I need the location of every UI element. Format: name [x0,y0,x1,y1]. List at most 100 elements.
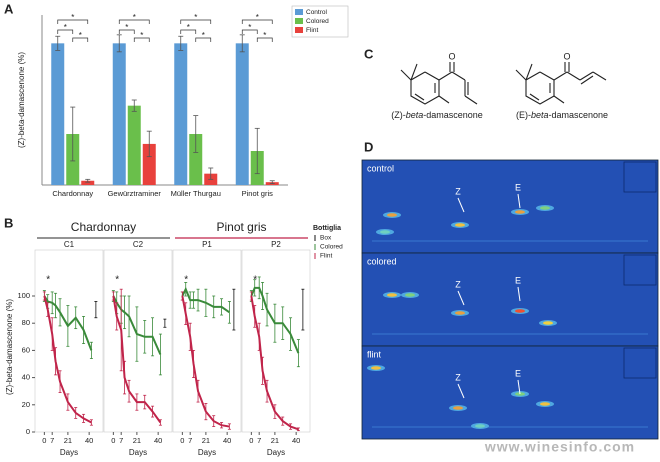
x-tick-label: 7 [188,436,192,445]
legend-title: Bottiglia [313,225,341,232]
chromatogram [361,252,659,347]
spot [455,223,465,227]
significance-bracket [241,29,258,34]
significance-star: * [263,31,266,40]
x-tick-label: Müller Thurgau [171,189,221,198]
panel-label: B [4,215,13,230]
peak-label: Z [455,279,461,289]
spot [515,210,525,214]
series-line [181,286,230,314]
legend-label: Box [320,235,332,242]
peak-label: Z [455,372,461,382]
significance-bracket [118,19,150,24]
x-tick-label: 21 [271,436,279,445]
y-tick-label: 60 [22,345,30,354]
legend-label: Flint [306,27,318,34]
atom-label: O [563,51,570,61]
bar [235,43,249,186]
spot [371,366,381,370]
y-axis-label: (Z)-beta-damascenone (%) [17,52,26,148]
subplot-title: C2 [133,240,144,249]
significance-star: * [115,274,119,285]
inset [623,161,657,193]
peak-arrow [457,197,465,213]
x-axis-label: Days [198,448,216,457]
significance-bracket [195,37,212,42]
series-line [112,295,162,424]
x-tick-label: 0 [111,436,115,445]
peak-label: E [515,368,521,378]
chromatogram-label: flint [367,349,382,359]
x-tick-label: 0 [180,436,184,445]
significance-star: * [256,13,259,22]
significance-bracket [133,37,150,42]
series-line [112,295,162,355]
name-part: beta [406,110,424,120]
panel-label: D [364,139,373,154]
x-axis-label: Days [129,448,147,457]
peak-label: Z [455,186,461,196]
series-line [250,295,299,431]
legend-label: Flint [320,253,332,260]
significance-star: * [71,13,74,22]
x-tick-label: 21 [202,436,210,445]
significance-bracket [118,29,135,34]
y-tick-label: 40 [22,373,30,382]
x-tick-label: 40 [292,436,300,445]
x-tick-label: 21 [133,436,141,445]
x-tick-label: Pinot gris [242,189,274,198]
peak-arrow [517,193,521,209]
y-tick-label: 80 [22,318,30,327]
spot [387,213,397,217]
significance-star: * [46,274,50,285]
significance-bracket [57,19,89,24]
x-tick-label: Chardonnay [52,189,93,198]
spot [543,321,553,325]
significance-bracket [241,19,273,24]
chromatogram-label: control [367,163,394,173]
series-line [181,295,230,428]
group-title: Chardonnay [71,220,136,234]
x-tick-label: 7 [50,436,54,445]
group-title: Pinot gris [216,220,266,234]
spot [455,311,465,315]
panel-label: C [364,46,374,61]
significance-star: * [133,13,136,22]
significance-star: * [140,31,143,40]
legend-swatch [295,27,303,33]
compound-name: (Z)-beta-damascenone [391,110,483,120]
panel-label: A [4,1,14,16]
significance-bracket [180,29,197,34]
significance-star: * [202,31,205,40]
atom-label: O [448,51,455,61]
x-tick-label: 7 [119,436,123,445]
name-part: beta [531,110,549,120]
subplot-title: P2 [271,240,281,249]
x-tick-label: 7 [257,436,261,445]
name-part: (Z)- [391,110,406,120]
x-tick-label: 40 [223,436,231,445]
significance-star: * [248,23,251,32]
chromatogram-label: colored [367,256,397,266]
significance-bracket [72,37,89,42]
subplot-frame [172,249,242,433]
bar [189,134,203,185]
legend-swatch [295,18,303,24]
peak-arrow [457,290,465,306]
significance-bracket [180,19,212,24]
spot [540,206,550,210]
subplot-title: P1 [202,240,212,249]
significance-star: * [79,31,82,40]
legend-label: Control [306,9,328,16]
x-axis-label: Days [60,448,78,457]
series-line [250,286,300,354]
significance-star: * [64,23,67,32]
series-line [43,295,92,424]
y-axis-label: (Z)-beta-damascenone (%) [5,299,14,395]
watermark: www.winesinfo.com [484,439,635,455]
spot [380,230,390,234]
peak-arrow [457,383,465,399]
peak-arrow [517,379,521,395]
bar [174,43,188,186]
